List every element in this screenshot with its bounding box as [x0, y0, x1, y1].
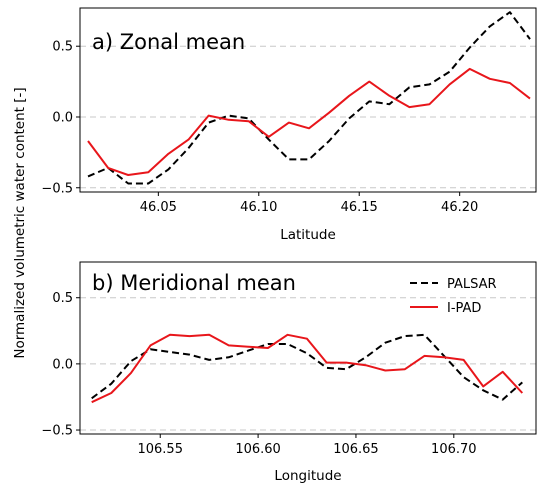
x-tick-label: 106.55 [137, 442, 183, 457]
y-tick-label: 0.5 [52, 291, 73, 306]
series-line-i-pad [87, 67, 531, 176]
panel-meridional-mean: −0.5 0.0 0.5 106.55 106.60 106.65 106.70 b) Mer… [41, 261, 537, 484]
legend: PALSAR I-PAD [410, 277, 497, 316]
x-axis-label: Latitude [280, 227, 336, 243]
series-line-i-pad [91, 333, 524, 404]
plot-frame [79, 7, 537, 193]
panel-title: b) Meridional mean [92, 271, 296, 295]
series-line-palsar [91, 333, 523, 401]
x-tick-label: 46.15 [341, 200, 378, 215]
x-tick-label: 46.10 [240, 200, 277, 215]
x-axis-label: Longitude [274, 468, 341, 484]
series-line-palsar [87, 11, 531, 185]
panel-title: a) Zonal mean [92, 30, 245, 54]
y-tick-label: 0.0 [52, 357, 73, 372]
y-tick-label: 0.5 [52, 40, 73, 55]
shared-y-axis-label: Normalized volumetric water content [-] [12, 87, 28, 358]
x-tick-label: 46.05 [140, 200, 177, 215]
x-tick-label: 46.20 [441, 200, 478, 215]
plot-frame [79, 261, 537, 435]
x-tick-label: 106.60 [235, 442, 281, 457]
panel-zonal-mean: −0.5 0.0 0.5 46.05 46.10 46.15 46.20 a) Zonal m… [41, 7, 537, 243]
y-tick-label: −0.5 [41, 424, 73, 439]
legend-label: PALSAR [447, 277, 497, 292]
legend-label: I-PAD [447, 301, 481, 316]
y-tick-label: −0.5 [41, 181, 73, 196]
x-tick-label: 106.65 [333, 442, 379, 457]
x-tick-label: 106.70 [431, 442, 477, 457]
y-tick-label: 0.0 [52, 110, 73, 125]
